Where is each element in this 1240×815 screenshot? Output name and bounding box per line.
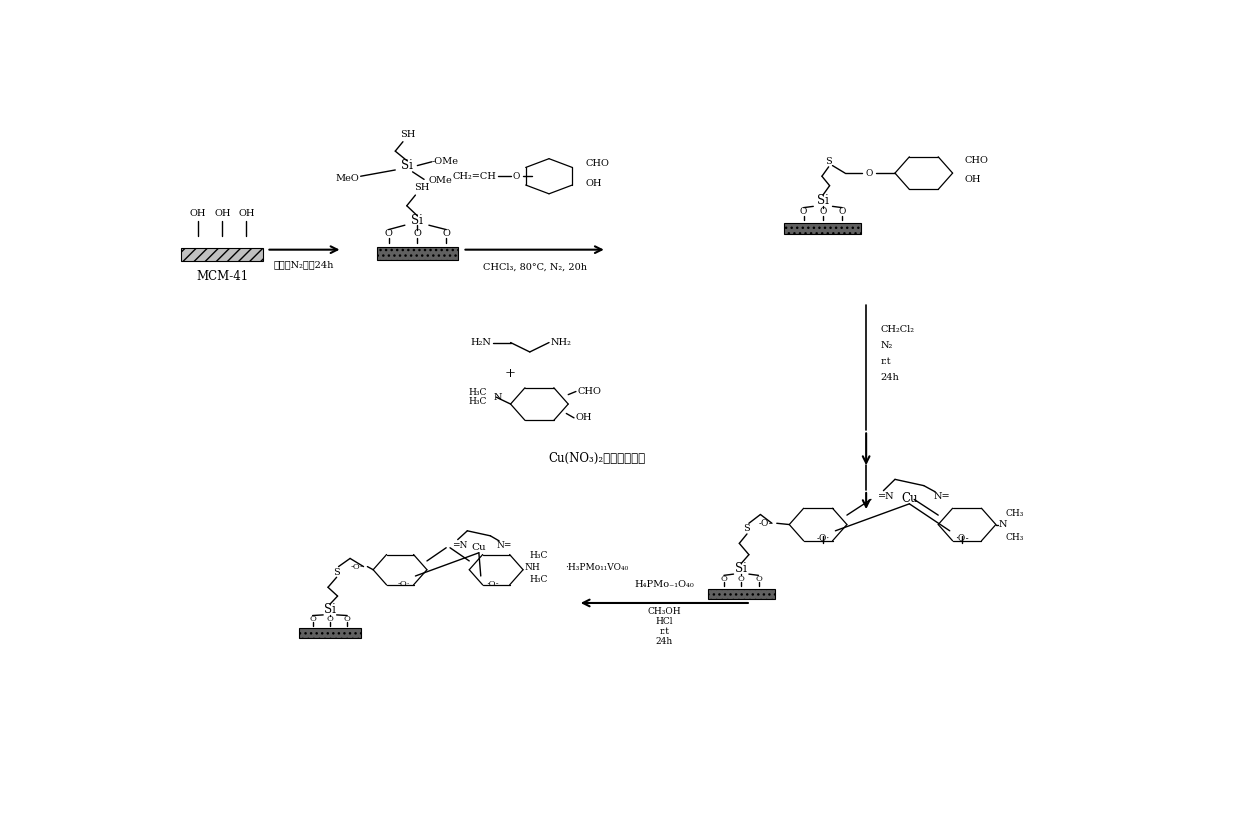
Text: N₂: N₂ bbox=[880, 341, 893, 350]
Text: 24h: 24h bbox=[656, 637, 673, 646]
Text: CHO: CHO bbox=[578, 387, 601, 396]
Text: 24h: 24h bbox=[880, 372, 899, 381]
Text: O: O bbox=[343, 615, 351, 623]
Bar bbox=[708, 588, 775, 598]
Text: O: O bbox=[384, 229, 393, 238]
Text: N=: N= bbox=[934, 492, 950, 501]
Text: Si: Si bbox=[735, 562, 748, 575]
Text: N: N bbox=[494, 393, 502, 402]
Text: H₂N: H₂N bbox=[470, 338, 491, 347]
Text: N̅H: N̅H bbox=[525, 562, 541, 571]
Text: CHO: CHO bbox=[965, 156, 988, 165]
Text: S: S bbox=[334, 568, 340, 577]
Text: OH: OH bbox=[585, 179, 603, 188]
Text: Cu(NO₃)₂无水甲醇溶液: Cu(NO₃)₂无水甲醇溶液 bbox=[548, 452, 646, 465]
Text: O: O bbox=[326, 615, 334, 623]
Bar bbox=[377, 247, 459, 260]
Text: CH₂=CH: CH₂=CH bbox=[453, 172, 496, 181]
Text: H₃C: H₃C bbox=[469, 397, 486, 406]
Text: N: N bbox=[998, 520, 1007, 529]
Text: H₃C: H₃C bbox=[529, 575, 548, 584]
Text: O: O bbox=[838, 207, 846, 216]
Text: Si: Si bbox=[324, 603, 336, 616]
Text: -O-: -O- bbox=[758, 519, 773, 528]
Text: S: S bbox=[744, 524, 750, 533]
Text: OH: OH bbox=[575, 413, 593, 422]
Text: OH: OH bbox=[238, 209, 254, 218]
Text: O: O bbox=[413, 229, 422, 238]
Text: CH₂Cl₂: CH₂Cl₂ bbox=[880, 325, 915, 334]
Bar bbox=[181, 249, 263, 261]
Text: 甲苯，N₂回兢24h: 甲苯，N₂回兢24h bbox=[274, 260, 334, 269]
Text: S: S bbox=[826, 157, 832, 166]
Text: OH: OH bbox=[965, 175, 981, 184]
Text: -O·: -O· bbox=[398, 579, 410, 588]
Text: Si: Si bbox=[401, 159, 413, 172]
Text: OH: OH bbox=[190, 209, 207, 218]
Text: NH₂: NH₂ bbox=[551, 338, 572, 347]
Text: OH: OH bbox=[215, 209, 231, 218]
Text: r.t: r.t bbox=[880, 357, 892, 366]
Text: H₃C: H₃C bbox=[469, 388, 486, 397]
Bar bbox=[299, 628, 361, 638]
Text: H₃C: H₃C bbox=[529, 552, 548, 561]
Text: ·O-: ·O- bbox=[486, 579, 498, 588]
Text: O: O bbox=[800, 207, 807, 216]
Text: N=: N= bbox=[496, 541, 512, 550]
Text: -O·: -O· bbox=[816, 534, 830, 543]
Text: Si: Si bbox=[412, 214, 423, 227]
Text: O: O bbox=[738, 575, 745, 583]
Text: Cu: Cu bbox=[471, 543, 486, 552]
Text: CHO: CHO bbox=[585, 159, 609, 168]
Text: Cu: Cu bbox=[901, 491, 918, 504]
Text: +: + bbox=[505, 368, 516, 381]
Bar bbox=[785, 222, 862, 234]
Text: SH: SH bbox=[401, 130, 415, 139]
Text: O: O bbox=[443, 229, 450, 238]
Text: Si: Si bbox=[817, 194, 828, 206]
Text: OMe: OMe bbox=[429, 176, 453, 185]
Text: H₄PMo₋₁O₄₀: H₄PMo₋₁O₄₀ bbox=[635, 579, 694, 588]
Text: r.t: r.t bbox=[660, 628, 670, 637]
Text: ·H₃PMo₁₁VO₄₀: ·H₃PMo₁₁VO₄₀ bbox=[565, 562, 629, 571]
Text: O: O bbox=[755, 575, 761, 583]
Text: HCl: HCl bbox=[656, 618, 673, 627]
Text: CH₃: CH₃ bbox=[1006, 509, 1024, 518]
Text: O: O bbox=[512, 172, 520, 181]
Text: MCM-41: MCM-41 bbox=[196, 271, 248, 284]
Text: O: O bbox=[866, 169, 873, 178]
Text: CHCl₃, 80°C, N₂, 20h: CHCl₃, 80°C, N₂, 20h bbox=[482, 262, 587, 271]
Text: ·O-: ·O- bbox=[956, 534, 968, 543]
Text: =N: =N bbox=[451, 541, 467, 550]
Text: =N: =N bbox=[878, 492, 894, 501]
Text: CH₃: CH₃ bbox=[1006, 532, 1024, 542]
Text: O: O bbox=[720, 575, 728, 583]
Text: -O-: -O- bbox=[351, 562, 363, 570]
Text: CH₃OH: CH₃OH bbox=[647, 607, 681, 616]
Text: O: O bbox=[309, 615, 316, 623]
Text: O: O bbox=[820, 207, 827, 216]
Text: -OMe: -OMe bbox=[432, 157, 459, 166]
Text: SH: SH bbox=[414, 183, 430, 192]
Text: MeO: MeO bbox=[335, 174, 358, 183]
